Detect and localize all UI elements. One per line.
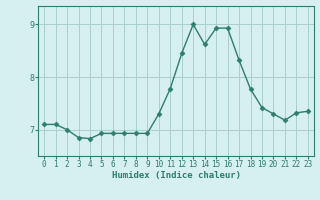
X-axis label: Humidex (Indice chaleur): Humidex (Indice chaleur): [111, 171, 241, 180]
